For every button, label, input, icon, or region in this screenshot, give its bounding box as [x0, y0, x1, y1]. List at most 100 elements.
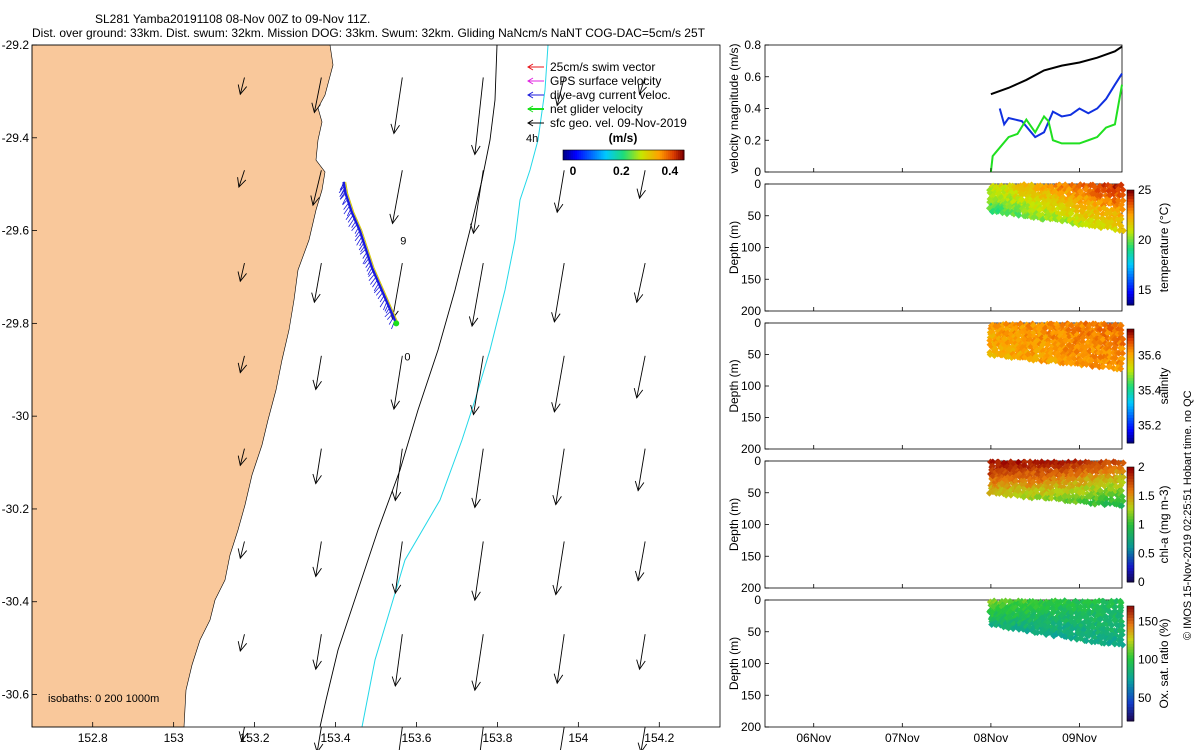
profile-point	[1111, 603, 1119, 611]
profile-point	[1119, 473, 1127, 481]
sfc-geo-arrow-head	[633, 292, 644, 304]
sfc-geo-arrow	[237, 541, 248, 560]
velocity-y-tick-label: 0	[754, 165, 761, 179]
sfc-geo-arrow-shaft	[474, 541, 484, 601]
profile-point	[1119, 335, 1127, 343]
colorbar-cell	[631, 150, 635, 160]
colorbar-cell	[599, 150, 602, 160]
colorbar-cell	[613, 150, 616, 160]
profile-colorbar-cell	[1127, 533, 1134, 537]
profile-colorbar-cell	[1127, 530, 1134, 534]
profile-colorbar-cell	[1127, 698, 1134, 702]
sfc-geo-arrow-shaft	[471, 262, 484, 327]
profile-colorbar-cell	[1127, 267, 1134, 271]
sfc-geo-arrow-shaft	[637, 541, 646, 581]
time-x-tick-label: 09Nov	[1062, 731, 1097, 745]
sfc-geo-arrow-head	[391, 583, 402, 595]
sfc-geo-arrow	[237, 634, 248, 653]
profile-point	[1012, 324, 1020, 332]
sfc-geo-arrow-head	[391, 676, 402, 688]
profile-colorbar-tick-label: 2	[1138, 460, 1145, 474]
profile-colorbar-cell	[1127, 715, 1134, 719]
sfc-geo-arrow-shaft	[238, 170, 245, 188]
sfc-geo-arrow	[471, 541, 484, 602]
profile-colorbar-cell	[1127, 614, 1134, 618]
sfc-geo-arrow	[237, 77, 248, 96]
profile-colorbar-cell	[1127, 680, 1134, 685]
sfc-geo-arrow	[553, 634, 565, 685]
profile-scatter	[985, 458, 1127, 510]
sfc-geo-arrow	[634, 448, 646, 492]
sfc-geo-arrow-head	[391, 490, 402, 502]
profile-ylabel: Depth (m)	[727, 221, 741, 274]
legend-swatch-head	[527, 77, 534, 85]
profile-colorbar-cell	[1127, 646, 1134, 650]
sfc-geo-arrow-shaft	[394, 448, 403, 501]
profile-colorbar-cell	[1127, 253, 1134, 257]
profile-colorbar-cell	[1127, 623, 1134, 627]
glider-track-edge	[345, 181, 399, 324]
profile-colorbar-cell	[1127, 608, 1134, 613]
profile-point	[1108, 621, 1116, 629]
credit-text: © IMOS 15-Nov-2019 02:25:51 Hobart time.…	[1182, 390, 1194, 640]
profile-point	[1064, 201, 1072, 209]
sfc-geo-arrow	[312, 634, 322, 671]
profile-point	[988, 462, 996, 470]
sfc-geo-arrow-shaft	[315, 634, 322, 670]
sfc-geo-arrow-head	[553, 202, 564, 214]
sfc-geo-arrow-head	[312, 659, 322, 671]
profile-colorbar-cell	[1127, 573, 1134, 577]
colorbar-cell	[633, 150, 637, 160]
profile-point	[1106, 340, 1114, 348]
time-x-tick-label: 08Nov	[974, 731, 1009, 745]
profile-point	[1079, 338, 1087, 346]
profile-point	[1102, 499, 1110, 507]
sfc-geo-arrow	[312, 448, 322, 485]
profile-point	[1086, 347, 1094, 355]
profile-colorbar-cell	[1127, 666, 1134, 670]
profile-colorbar-tick-label: 1.5	[1138, 489, 1155, 503]
profile-colorbar-cell	[1127, 469, 1134, 474]
sfc-geo-arrow-shaft	[560, 726, 565, 750]
profile-colorbar-cell	[1127, 541, 1134, 546]
profile-colorbar-cell	[1127, 640, 1134, 644]
profile-y-tick-label: 200	[741, 304, 761, 318]
dive-avg-vector	[345, 211, 353, 221]
sfc-geo-arrow-head	[310, 195, 320, 207]
profile-y-tick-label: 200	[741, 581, 761, 595]
profile-colorbar-label: chl-a (mg m-3)	[1157, 485, 1171, 563]
profile-colorbar-cell	[1127, 397, 1134, 401]
profile-colorbar-cell	[1127, 337, 1134, 341]
profile-colorbar-tick-label: 35.6	[1138, 348, 1162, 362]
sfc-geo-arrow	[238, 726, 249, 743]
legend-entry: net glider velocity	[550, 102, 643, 116]
profile-colorbar-cell	[1127, 547, 1134, 551]
profile-y-tick-label: 150	[741, 688, 761, 702]
profile-colorbar-cell	[1127, 230, 1134, 234]
colorbar-cell	[645, 150, 649, 160]
sfc-geo-arrow	[390, 355, 403, 411]
profile-y-tick-label: 50	[748, 348, 762, 362]
profile-point	[1117, 481, 1125, 489]
profile-colorbar-cell	[1127, 279, 1134, 283]
profile-point	[1100, 639, 1108, 647]
colorbar-title: (m/s)	[609, 131, 638, 145]
profile-point	[1112, 321, 1120, 329]
profile-colorbar-cell	[1127, 689, 1134, 693]
profile-point	[1006, 202, 1014, 210]
profile-y-tick-label: 200	[741, 442, 761, 456]
dive-avg-vector	[343, 205, 351, 215]
profile-colorbar-cell	[1127, 192, 1134, 197]
colorbar-cell	[629, 150, 633, 160]
profile-colorbar-cell	[1127, 556, 1134, 560]
legend-swatch-head	[527, 105, 534, 113]
glider-track	[338, 181, 400, 330]
profile-colorbar-cell	[1127, 538, 1134, 543]
profile-point	[1119, 191, 1127, 199]
profile-colorbar-tick-label: 35.2	[1138, 418, 1162, 432]
profile-colorbar-cell	[1127, 331, 1134, 336]
velocity-series-line	[989, 84, 1123, 173]
profile-colorbar-tick-label: 50	[1138, 691, 1152, 705]
colorbar-cell	[591, 150, 594, 160]
profile-colorbar-cell	[1127, 346, 1134, 350]
